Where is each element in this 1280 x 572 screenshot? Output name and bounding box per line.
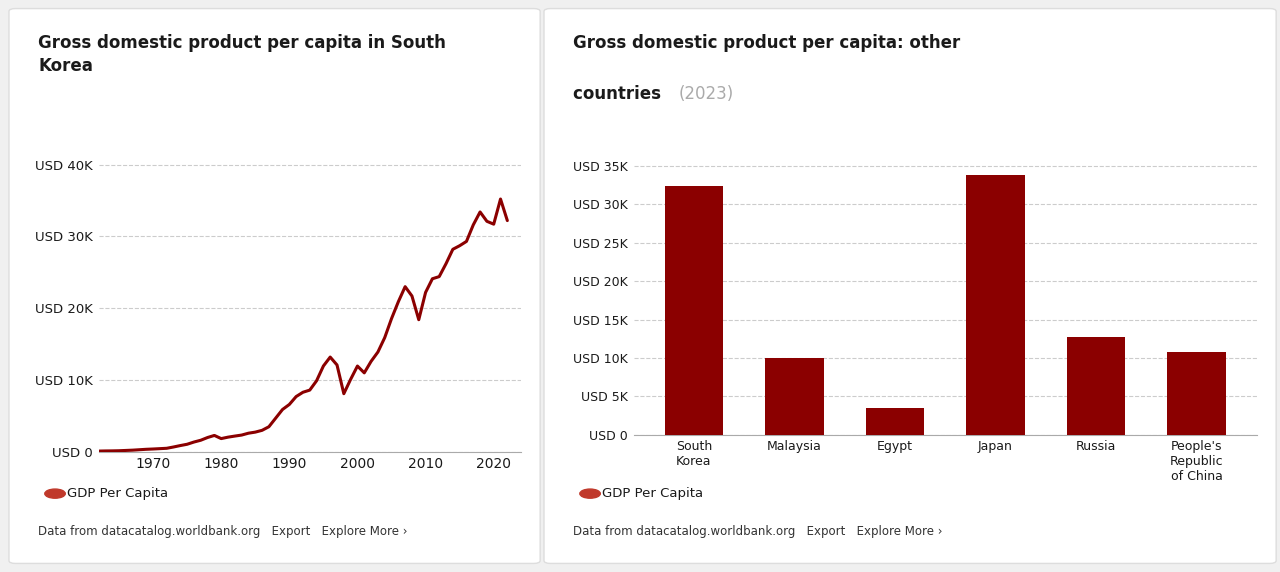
Bar bbox=[765, 358, 823, 435]
Bar bbox=[1167, 352, 1226, 435]
Bar bbox=[865, 408, 924, 435]
Text: (2023): (2023) bbox=[678, 85, 733, 102]
Text: GDP Per Capita: GDP Per Capita bbox=[67, 487, 168, 500]
Text: countries: countries bbox=[573, 85, 667, 102]
Bar bbox=[664, 186, 723, 435]
Text: GDP Per Capita: GDP Per Capita bbox=[602, 487, 703, 500]
Text: Data from datacatalog.worldbank.org   Export   Explore More ›: Data from datacatalog.worldbank.org Expo… bbox=[38, 525, 408, 538]
Bar bbox=[966, 175, 1025, 435]
Text: Gross domestic product per capita: other: Gross domestic product per capita: other bbox=[573, 34, 961, 52]
Bar bbox=[1068, 337, 1125, 435]
Text: Gross domestic product per capita in South
Korea: Gross domestic product per capita in Sou… bbox=[38, 34, 447, 74]
Text: Data from datacatalog.worldbank.org   Export   Explore More ›: Data from datacatalog.worldbank.org Expo… bbox=[573, 525, 943, 538]
